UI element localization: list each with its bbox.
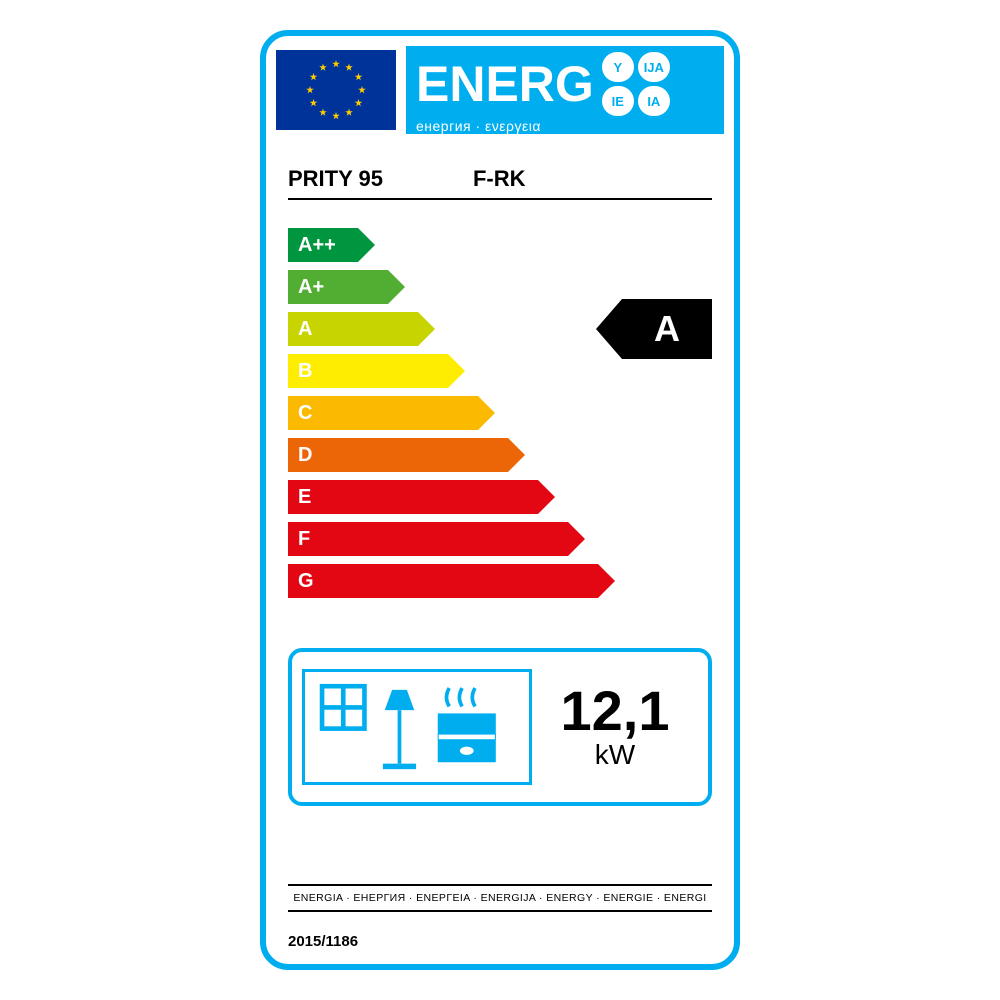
lang-suffix-pills: YIJAIEIA [602, 52, 670, 116]
rating-pointer-label: A [622, 299, 712, 359]
heater-icons-box [302, 669, 532, 785]
rating-pointer-tip [596, 299, 622, 359]
product-row: PRITY 95 F-RK [288, 166, 712, 200]
power-box: 12,1 kW [288, 648, 712, 806]
scale-arrow-B: B [288, 354, 465, 388]
power-value: 12,1 [532, 683, 698, 739]
rating-pointer: A [596, 299, 712, 359]
footer-languages: ENERGIA · ЕНЕРГИЯ · ΕΝΕΡΓΕΙΑ · ENERGIJA … [288, 884, 712, 912]
scale-arrow-A: A [288, 312, 435, 346]
regulation-number: 2015/1186 [288, 933, 358, 950]
scale-arrow-C: C [288, 396, 495, 430]
scale-arrow-G: G [288, 564, 615, 598]
model-text: F-RK [473, 166, 526, 192]
scale-arrow-E: E [288, 480, 555, 514]
eu-flag-icon [266, 36, 406, 144]
scale-arrow-F: F [288, 522, 585, 556]
header: ENERG YIJAIEIA енергия · ενεργεια [266, 36, 734, 144]
energ-title: ENERG [416, 59, 594, 109]
lang-pill: IA [638, 86, 670, 116]
scale-arrow-Aplus: A+ [288, 270, 405, 304]
heater-icon [438, 688, 495, 762]
power-unit: kW [532, 739, 698, 771]
energy-label-card: ENERG YIJAIEIA енергия · ενεργεια PRITY … [260, 30, 740, 970]
efficiency-scale: A A++A+ABCDEFG [288, 228, 712, 618]
lang-pill: IE [602, 86, 634, 116]
energ-block: ENERG YIJAIEIA енергия · ενεργεια [406, 46, 724, 134]
scale-arrow-D: D [288, 438, 525, 472]
energ-subtitle: енергия · ενεργεια [416, 118, 714, 134]
brand-text: PRITY 95 [288, 166, 383, 192]
lang-pill: IJA [638, 52, 670, 82]
window-icon [322, 686, 364, 728]
lamp-icon [383, 690, 416, 769]
scale-arrow-Aplusplus: A++ [288, 228, 375, 262]
lang-pill: Y [602, 52, 634, 82]
power-text: 12,1 kW [532, 683, 698, 771]
